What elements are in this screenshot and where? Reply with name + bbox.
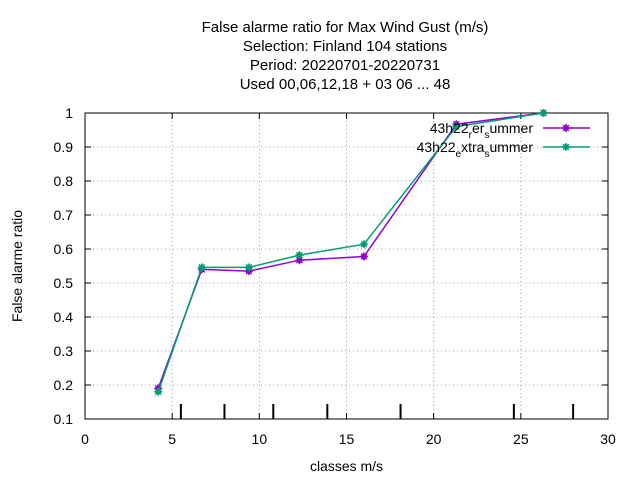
title-line: Selection: Finland 104 stations: [243, 38, 447, 55]
legend-entry: 43h22extrasummer: [417, 139, 590, 160]
title-line: Used 00,06,12,18 + 03 06 ... 48: [240, 76, 451, 93]
legend-marker: [562, 143, 570, 151]
data-point: [244, 263, 253, 272]
x-tick-label: 25: [513, 431, 529, 447]
legend-label: 43h22rersummer: [430, 120, 534, 141]
y-tick-label: 1: [65, 105, 73, 121]
x-axis-label: classes m/s: [310, 458, 383, 474]
data-point: [197, 263, 206, 272]
axis-ticks: 0 5 10 15 20 25 30 0.1 0.2 0.3 0.4 0.5 0.6 0.7 0.8 0.9 1: [54, 105, 616, 447]
y-tick-label: 0.7: [54, 207, 74, 223]
x-tick-label: 0: [81, 431, 89, 447]
series: [154, 109, 548, 396]
data-point: [295, 251, 304, 260]
rug-marks: [179, 404, 575, 419]
y-tick-label: 0.9: [54, 139, 74, 155]
x-tick-label: 20: [426, 431, 442, 447]
title-line: Period: 20220701-20220731: [250, 57, 440, 74]
y-tick-label: 0.6: [54, 241, 74, 257]
legend-entry: 43h22rersummer: [430, 120, 590, 141]
data-point: [452, 122, 461, 131]
x-tick-label: 5: [168, 431, 176, 447]
chart-title: False alarme ratio for Max Wind Gust (m/…: [202, 19, 489, 93]
y-tick-label: 0.4: [54, 309, 74, 325]
y-tick-label: 0.5: [54, 275, 74, 291]
data-point: [359, 252, 368, 261]
data-point: [539, 109, 548, 117]
legend-marker: [562, 124, 570, 132]
y-tick-label: 0.3: [54, 343, 74, 359]
y-tick-label: 0.1: [54, 411, 74, 427]
data-point: [359, 240, 368, 249]
title-line: False alarme ratio for Max Wind Gust (m/…: [202, 19, 489, 36]
data-point: [154, 387, 163, 396]
x-tick-label: 30: [600, 431, 616, 447]
y-axis-label: False alarme ratio: [9, 210, 25, 322]
y-tick-label: 0.8: [54, 173, 74, 189]
y-tick-label: 0.2: [54, 377, 74, 393]
grid: [85, 113, 608, 419]
x-tick-label: 10: [252, 431, 268, 447]
legend-label: 43h22extrasummer: [417, 139, 534, 160]
x-tick-label: 15: [339, 431, 355, 447]
